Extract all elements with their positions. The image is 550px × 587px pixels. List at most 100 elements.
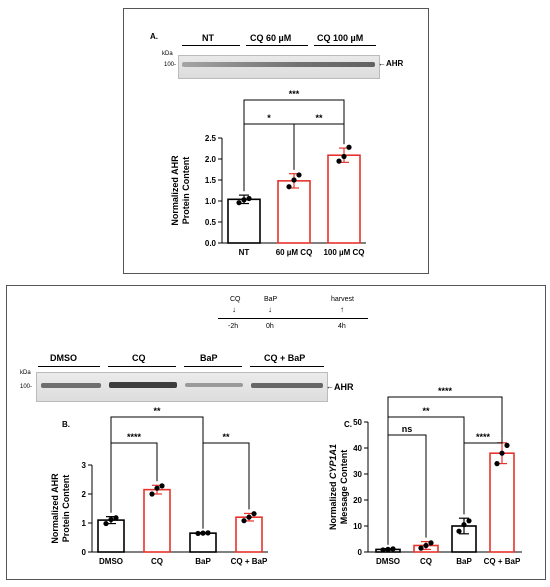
- significance-bracket: [387, 396, 503, 545]
- y-tick-label: 3: [82, 461, 87, 470]
- data-point: [291, 177, 297, 183]
- data-point: [461, 522, 467, 528]
- blot-band-arrow: ←: [326, 382, 334, 391]
- chart-c: 0 10 20 30 40 50 Normalized CYP1A1 Message Cont…: [328, 386, 522, 566]
- y-tick-label: 40: [353, 444, 362, 453]
- blot-band-arrow: ←: [378, 59, 386, 68]
- y-axis-label: Protein Content: [61, 475, 71, 543]
- significance-label: **: [153, 406, 161, 416]
- blot-group-line-bap: [184, 366, 242, 367]
- significance-label: ****: [438, 386, 453, 396]
- treatment-timeline: CQ BaP harvest ↓ ↓ ↑ -2h 0h 4h: [218, 294, 368, 339]
- y-tick-label: 2.0: [205, 155, 217, 164]
- data-point: [380, 547, 386, 553]
- timeline-label-bap: BaP: [264, 296, 278, 303]
- blot-band-cq: [109, 382, 177, 388]
- panel-a-blot: NT CQ 60 µM CQ 100 µM kDa 100- ← AHR: [162, 28, 403, 80]
- chart-b: 0 1 2 3 Normalized AHR Protein Content DMSO CQ B…: [50, 406, 268, 566]
- blot-group-line-cq100: [314, 45, 376, 46]
- blot-group-label-cq60: CQ 60 µM: [250, 33, 292, 43]
- y-axis-label: Normalized AHR: [50, 473, 60, 544]
- y-tick-label: 20: [353, 496, 362, 505]
- x-tick-label: BaP: [456, 557, 472, 566]
- y-tick-label: 1: [82, 519, 87, 528]
- timeline-time-neg2h: -2h: [228, 323, 239, 330]
- data-point: [504, 442, 510, 448]
- data-point: [336, 158, 342, 164]
- y-axis-label: Message Content: [339, 450, 349, 525]
- y-tick-label: 10: [353, 522, 362, 531]
- blot-band-row: [182, 62, 375, 67]
- bar-2: [327, 154, 361, 244]
- y-tick-label: 30: [353, 470, 362, 479]
- data-point: [200, 530, 206, 536]
- y-tick-label: 2.5: [205, 134, 217, 143]
- y-tick-label: 0: [82, 548, 87, 557]
- bar-3: [489, 452, 515, 553]
- bar-2: [189, 532, 217, 553]
- blot-group-label-cq: CQ: [132, 353, 146, 363]
- significance-label: ****: [476, 432, 491, 442]
- blot-group-line-nt: [182, 45, 240, 46]
- significance-label: **: [222, 432, 230, 442]
- x-tick-label: CQ + BaP: [231, 557, 268, 566]
- x-tick-label: CQ: [420, 557, 432, 566]
- data-point: [159, 483, 165, 489]
- significance-label: ns: [402, 424, 413, 434]
- x-tick-label: DMSO: [99, 557, 123, 566]
- x-tick-label: NT: [239, 248, 250, 257]
- y-tick-label: 0.5: [205, 218, 217, 227]
- timeline-arrow-bap: ↓: [268, 305, 272, 314]
- data-point: [251, 511, 257, 517]
- y-tick-label: 50: [353, 418, 362, 427]
- blot-group-label-cq100: CQ 100 µM: [317, 33, 364, 43]
- blot-kda-label: kDa: [162, 51, 173, 57]
- significance-label: **: [422, 406, 430, 416]
- y-tick-label: 0.0: [205, 239, 217, 248]
- significance-bracket: [110, 442, 158, 513]
- blot-group-line-cqbap: [250, 366, 324, 367]
- blot-group-label-bap: BaP: [200, 353, 218, 363]
- data-point: [236, 200, 242, 206]
- blot-kda-label: kDa: [20, 370, 31, 376]
- timeline-arrow-cq: ↓: [232, 305, 236, 314]
- blot-marker-label: 100-: [164, 62, 177, 68]
- bar-1: [143, 488, 171, 553]
- panel-b-blot: DMSO CQ BaP CQ + BaP kDa 100- ← AHR: [20, 350, 354, 405]
- data-point: [341, 153, 347, 160]
- y-tick-label: 0: [358, 548, 363, 557]
- data-point: [456, 528, 462, 534]
- significance-label: **: [315, 113, 323, 123]
- blot-group-line-cq: [108, 366, 176, 367]
- data-point: [108, 516, 114, 523]
- data-point: [246, 514, 252, 520]
- significance-label: *: [267, 113, 271, 123]
- blot-group-label-cqbap: CQ + BaP: [264, 353, 306, 363]
- blot-band-cqbap: [251, 383, 323, 388]
- blot-group-line-dmso: [38, 366, 100, 367]
- data-point: [103, 520, 109, 527]
- data-point: [205, 530, 211, 536]
- data-point: [195, 530, 201, 537]
- data-point: [494, 461, 500, 467]
- bar-1: [277, 180, 311, 244]
- blot-marker-label: 100-: [20, 384, 33, 390]
- significance-label: ***: [289, 89, 300, 99]
- data-point: [423, 542, 429, 549]
- panel-c-letter: C.: [344, 420, 352, 429]
- x-tick-label: CQ + BaP: [484, 557, 521, 566]
- blot-group-line-cq60: [246, 45, 308, 46]
- timeline-time-0h: 0h: [266, 323, 274, 330]
- x-tick-label: CQ: [151, 557, 163, 566]
- chart-a: 0.0 0.5 1.0 1.5 2.0 2.5 Normalized AHR Protein …: [170, 89, 366, 257]
- data-point: [154, 485, 160, 491]
- data-point: [418, 545, 424, 551]
- data-point: [346, 144, 352, 150]
- timeline-label-harvest: harvest: [331, 296, 354, 303]
- timeline-arrow-harvest: ↑: [340, 305, 344, 314]
- data-point: [246, 195, 252, 202]
- data-point: [428, 540, 434, 546]
- blot-band-label: AHR: [334, 382, 354, 392]
- timeline-label-cq: CQ: [230, 296, 241, 303]
- blot-group-label-dmso: DMSO: [50, 353, 77, 363]
